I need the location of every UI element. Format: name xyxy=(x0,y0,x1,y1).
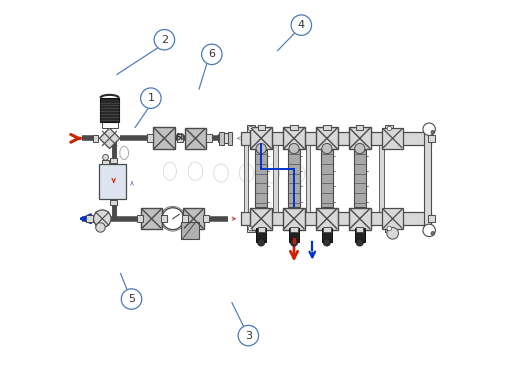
Bar xyxy=(250,127,272,149)
Bar xyxy=(349,127,371,149)
Bar xyxy=(290,125,298,130)
Circle shape xyxy=(423,123,435,135)
Bar xyxy=(250,208,272,230)
Bar xyxy=(289,228,299,243)
Bar xyxy=(182,215,188,222)
Bar xyxy=(385,125,393,132)
Circle shape xyxy=(96,223,105,232)
Bar xyxy=(383,208,403,229)
Bar xyxy=(181,222,199,239)
Polygon shape xyxy=(99,128,120,149)
Bar xyxy=(110,158,117,163)
Bar xyxy=(322,228,332,243)
Circle shape xyxy=(322,144,332,154)
Bar xyxy=(218,134,224,142)
Circle shape xyxy=(387,226,391,231)
Bar xyxy=(247,225,254,232)
Bar xyxy=(256,228,266,243)
Bar xyxy=(185,128,205,149)
Circle shape xyxy=(248,226,253,231)
Bar xyxy=(356,125,364,130)
Bar xyxy=(349,208,371,230)
Bar xyxy=(153,127,175,149)
Bar xyxy=(255,150,267,207)
Bar xyxy=(316,127,338,149)
Bar xyxy=(161,215,166,222)
Circle shape xyxy=(323,239,331,246)
Circle shape xyxy=(431,130,435,134)
Bar xyxy=(424,129,431,228)
Circle shape xyxy=(290,239,298,246)
Bar xyxy=(147,134,153,142)
Bar xyxy=(355,228,365,243)
Bar xyxy=(356,227,364,232)
Bar xyxy=(290,227,298,232)
Text: 4: 4 xyxy=(298,20,305,30)
Bar xyxy=(141,208,162,229)
Circle shape xyxy=(94,210,111,227)
Bar xyxy=(100,98,119,121)
Circle shape xyxy=(121,289,142,309)
Circle shape xyxy=(102,155,109,160)
Bar xyxy=(102,160,109,164)
Text: 6: 6 xyxy=(209,49,215,59)
Bar xyxy=(283,127,305,149)
Bar xyxy=(354,150,366,207)
Bar xyxy=(221,133,232,144)
Circle shape xyxy=(258,239,265,246)
Text: ЅΙ: ЅΙ xyxy=(176,134,184,142)
Bar xyxy=(137,215,143,222)
Circle shape xyxy=(387,126,391,131)
Circle shape xyxy=(291,15,312,35)
Text: 2: 2 xyxy=(161,35,168,45)
Bar xyxy=(241,212,431,225)
Bar xyxy=(283,208,305,230)
Text: 3: 3 xyxy=(245,330,252,340)
Bar xyxy=(99,164,126,199)
Bar xyxy=(323,125,331,130)
Bar xyxy=(177,134,183,142)
Bar xyxy=(241,132,431,145)
Circle shape xyxy=(248,126,253,131)
Bar xyxy=(247,125,254,132)
Circle shape xyxy=(162,208,184,230)
Bar xyxy=(258,227,265,232)
Bar xyxy=(288,150,300,207)
Circle shape xyxy=(141,88,161,109)
Bar xyxy=(306,145,311,212)
Bar xyxy=(244,145,248,212)
Bar xyxy=(383,128,403,149)
Bar xyxy=(258,125,265,130)
Bar xyxy=(93,135,98,142)
Circle shape xyxy=(431,231,435,235)
Circle shape xyxy=(289,144,299,154)
Bar xyxy=(316,208,338,230)
Bar xyxy=(428,215,435,222)
Circle shape xyxy=(355,144,365,154)
Bar xyxy=(183,208,204,229)
Circle shape xyxy=(154,29,175,50)
Text: 5: 5 xyxy=(128,294,135,304)
Bar xyxy=(206,134,212,142)
Bar xyxy=(273,145,278,212)
Bar xyxy=(323,227,331,232)
Bar xyxy=(321,150,333,207)
Bar xyxy=(203,215,209,222)
Bar xyxy=(379,145,384,212)
Circle shape xyxy=(238,325,259,346)
Bar xyxy=(385,225,393,232)
Bar xyxy=(228,132,232,145)
Bar xyxy=(86,215,93,222)
Bar xyxy=(428,135,435,142)
Circle shape xyxy=(387,227,399,239)
Bar xyxy=(101,121,117,128)
Circle shape xyxy=(356,239,364,246)
Bar xyxy=(219,132,224,145)
Circle shape xyxy=(256,144,266,154)
Text: 1: 1 xyxy=(147,93,154,103)
Circle shape xyxy=(423,224,435,237)
Circle shape xyxy=(201,44,222,64)
Bar xyxy=(110,200,117,205)
